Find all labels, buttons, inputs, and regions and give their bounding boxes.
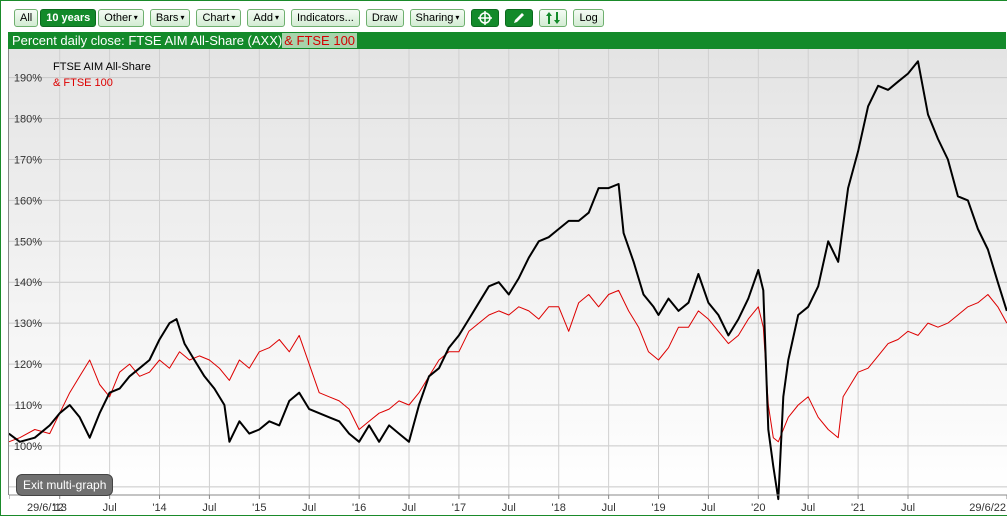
chevron-down-icon: ▾: [274, 13, 279, 22]
chart-title-bar: Percent daily close: FTSE AIM All-Share …: [8, 32, 1006, 49]
all-button[interactable]: All: [14, 9, 39, 27]
y-tick-label: 100%: [14, 441, 42, 453]
ten-years-button[interactable]: 10 years: [40, 9, 97, 27]
other-button[interactable]: Other ▾: [98, 9, 144, 27]
ftse100-series-line: [8, 289, 1008, 443]
add-label: Add: [253, 12, 273, 24]
x-tick-label: Jul: [502, 502, 516, 514]
other-label: Other: [104, 12, 132, 24]
scale-toggle-button[interactable]: [539, 9, 568, 27]
y-axis: 90%100%110%120%130%140%150%160%170%180%1…: [14, 73, 42, 494]
draw-pencil-button[interactable]: [505, 9, 534, 27]
x-tick-label: 29/6/12: [27, 502, 64, 514]
chevron-down-icon: ▾: [180, 13, 185, 22]
legend-item-aim: FTSE AIM All-Share: [53, 61, 151, 73]
line-chart: 90%100%110%120%130%140%150%160%170%180%1…: [8, 49, 1008, 514]
sharing-button[interactable]: Sharing ▾: [409, 9, 466, 27]
crosshair-icon: [478, 11, 493, 25]
chart-label: Chart: [202, 12, 230, 24]
chart-button[interactable]: Chart ▾: [196, 9, 242, 27]
x-tick-label: Jul: [202, 502, 216, 514]
x-tick-label: '16: [352, 502, 366, 514]
y-tick-label: 170%: [14, 154, 42, 166]
bars-button[interactable]: Bars ▾: [149, 9, 191, 27]
x-tick-label: '19: [651, 502, 665, 514]
x-tick-label: '20: [751, 502, 765, 514]
x-tick-label: '14: [152, 502, 166, 514]
y-tick-label: 120%: [14, 359, 42, 371]
x-tick-label: Jul: [901, 502, 915, 514]
x-tick-label: '13: [53, 502, 67, 514]
up-down-arrows-icon: [546, 12, 561, 24]
y-tick-label: 130%: [14, 318, 42, 330]
x-tick-label: Jul: [701, 502, 715, 514]
y-tick-label: 110%: [15, 400, 43, 412]
toolbar: All 10 years Other ▾ Bars ▾ Chart ▾ Add ▾ In…: [14, 8, 604, 28]
x-axis: 29/6/12'13 Jul '14 Jul '15 Jul '16 Jul '17 Jul '18…: [8, 494, 1008, 514]
x-tick-label: '15: [252, 502, 266, 514]
x-tick-label: '17: [452, 502, 466, 514]
chevron-down-icon: ▾: [455, 13, 460, 22]
log-button[interactable]: Log: [573, 9, 604, 27]
draw-button[interactable]: Draw: [365, 9, 404, 27]
legend-item-ftse100: & FTSE 100: [53, 77, 113, 89]
y-tick-label: 190%: [14, 73, 42, 85]
x-tick-label: '18: [552, 502, 566, 514]
pencil-icon: [514, 13, 525, 23]
all-label: All: [20, 12, 33, 24]
bars-label: Bars: [155, 12, 179, 24]
y-tick-label: 160%: [14, 195, 42, 207]
exit-multi-graph-button[interactable]: Exit multi-graph: [16, 474, 114, 496]
y-tick-label: 150%: [14, 236, 42, 248]
plot-area[interactable]: 90%100%110%120%130%140%150%160%170%180%1…: [8, 49, 1008, 514]
x-tick-label: Jul: [302, 502, 316, 514]
ten-years-label: 10 years: [46, 12, 91, 24]
indicators-button[interactable]: Indicators...: [290, 9, 360, 27]
log-label: Log: [579, 12, 598, 24]
chevron-down-icon: ▾: [231, 13, 236, 22]
period-group: All 10 years Other ▾: [14, 9, 144, 27]
x-tick-label: Jul: [602, 502, 616, 514]
y-tick-label: 180%: [14, 114, 42, 126]
legend: FTSE AIM All-Share & FTSE 100: [53, 61, 151, 89]
x-tick-label: 29/6/22: [969, 502, 1006, 514]
x-tick-label: Jul: [402, 502, 416, 514]
indicators-label: Indicators...: [296, 12, 354, 24]
compare-series-label[interactable]: & FTSE 100: [282, 33, 358, 48]
crosshair-button[interactable]: [471, 9, 500, 27]
y-tick-label: 140%: [14, 277, 42, 289]
x-tick-label: '21: [851, 502, 865, 514]
add-button[interactable]: Add ▾: [247, 9, 285, 27]
draw-label: Draw: [371, 12, 398, 24]
x-tick-label: Jul: [103, 502, 117, 514]
plot-background: [9, 49, 1007, 495]
chart-title: Percent daily close: FTSE AIM All-Share …: [12, 33, 283, 48]
x-tick-label: Jul: [801, 502, 815, 514]
chevron-down-icon: ▾: [133, 13, 138, 22]
sharing-label: Sharing: [415, 12, 454, 24]
series-group: [8, 60, 1008, 501]
aim-series-line: [8, 60, 1008, 501]
